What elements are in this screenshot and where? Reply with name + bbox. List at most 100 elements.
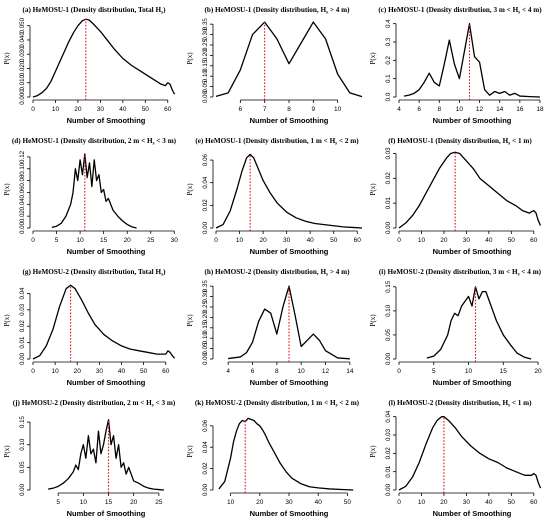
x-tick-label: 14 [496,106,504,113]
x-tick-label: 6 [239,106,243,113]
y-tick-label: 0.12 [19,150,26,163]
chart-svg: (j) HeMOSU-2 (Density distribution, 2 m … [3,399,176,518]
y-tick-label: 0.0 [385,92,392,101]
x-tick-label: 50 [508,237,516,244]
x-tick-label: 10 [80,499,88,506]
x-tick-label: 30 [285,499,293,506]
chart-panel-0: (a) HeMOSU-1 (Density distribution, Tota… [3,0,185,131]
y-tick-label: 0.00 [202,352,209,365]
y-tick-label: 0.06 [202,419,209,432]
x-tick-label: 0 [214,237,218,244]
y-tick-label: 0.02 [385,447,392,460]
x-tick-label: 0 [31,368,35,375]
chart-title: (e) HeMOSU-1 (Density distribution, 1 m … [195,137,359,147]
x-tick-label: 60 [164,106,172,113]
y-tick-label: 0.01 [385,465,392,478]
chart-title: (i) HeMOSU-2 (Density distribution, 3 m … [379,268,542,278]
density-curve [47,419,164,491]
x-tick-label: 60 [530,237,538,244]
x-tick-label: 12 [322,368,330,375]
x-tick-label: 8 [437,106,441,113]
x-tick-label: 10 [227,499,235,506]
x-tick-label: 60 [162,368,170,375]
x-tick-label: 20 [259,237,267,244]
chart-svg: (h) HeMOSU-2 (Density distribution, Hs >… [186,268,354,387]
y-tick-label: 0.00 [19,221,26,234]
chart-panel-3: (d) HeMOSU-1 (Density distribution, 2 m … [3,131,185,262]
y-tick-label: 0.35 [202,18,209,31]
y-tick-label: 0.2 [385,55,392,64]
y-tick-label: 0.3 [385,37,392,46]
x-axis-label: Number of Smoothing [433,378,512,387]
x-tick-label: 0 [31,106,35,113]
chart-panel-8: (i) HeMOSU-2 (Density distribution, 3 m … [369,262,550,393]
y-axis-label: P(x) [3,52,11,65]
x-tick-label: 50 [330,237,338,244]
x-tick-label: 6 [251,368,255,375]
x-tick-label: 10 [236,237,244,244]
x-tick-label: 0 [31,237,35,244]
chart-svg: (l) HeMOSU-2 (Density distribution, Hs <… [369,399,542,518]
y-axis-label: P(x) [369,52,377,65]
x-tick-label: 10 [298,368,306,375]
density-curve [215,153,363,229]
chart-panel-1: (b) HeMOSU-1 (Density distribution, Hs >… [186,0,368,131]
chart-panel-5: (f) HeMOSU-1 (Density distribution, Hs <… [369,131,550,262]
x-tick-label: 10 [52,368,60,375]
x-tick-label: 30 [97,106,105,113]
chart-panel-9: (j) HeMOSU-2 (Density distribution, 2 m … [3,393,185,524]
x-axis-label: Number of Smoothing [250,509,329,518]
density-curve [426,286,532,360]
x-tick-label: 5 [55,237,59,244]
y-tick-label: 0.050 [19,17,26,33]
chart-title: (b) HeMOSU-1 (Density distribution, Hs >… [204,6,350,16]
y-tick-label: 0.05 [19,461,26,474]
x-axis-label: Number of Smoothing [67,116,146,125]
y-tick-label: 0.25 [202,38,209,51]
x-tick-label: 40 [315,499,323,506]
chart-title: (j) HeMOSU-2 (Density distribution, 2 m … [13,399,176,409]
chart-title: (c) HeMOSU-1 (Density distribution, 3 m … [378,6,542,16]
x-axis-label: Number of Smoothing [67,247,146,256]
x-tick-label: 40 [118,368,126,375]
y-tick-label: 0.02 [19,210,26,223]
x-tick-label: 20 [440,237,448,244]
density-curve [228,285,350,360]
y-tick-label: 0.00 [385,221,392,234]
x-tick-label: 50 [142,106,150,113]
x-tick-label: 20 [534,368,542,375]
density-curve [32,18,176,98]
x-axis-label: Number of Smoothing [67,378,146,387]
y-tick-label: 0.020 [19,60,26,76]
y-tick-label: 0.20 [202,49,209,62]
y-tick-label: 0.06 [19,186,26,199]
y-tick-label: 0.10 [202,332,209,345]
y-tick-label: 0.03 [385,147,392,160]
x-axis-label: Number of Smoothing [250,378,329,387]
y-tick-label: 0.30 [202,290,209,303]
x-axis-label: Number of Smoothing [250,116,329,125]
y-tick-label: 0.02 [202,199,209,212]
x-tick-label: 0 [397,237,401,244]
chart-svg: (e) HeMOSU-1 (Density distribution, 1 m … [186,137,363,256]
y-axis-label: P(x) [369,314,377,327]
chart-title: (a) HeMOSU-1 (Density distribution, Tota… [22,6,166,16]
density-curve [403,23,540,98]
x-tick-label: 10 [334,106,342,113]
x-tick-label: 8 [275,368,279,375]
x-axis-label: Number of Smoothing [250,247,329,256]
x-tick-label: 8 [287,106,291,113]
y-tick-label: 0.10 [19,162,26,175]
y-tick-label: 0.000 [19,89,26,105]
x-tick-label: 15 [105,499,113,506]
chart-title: (l) HeMOSU-2 (Density distribution, Hs <… [388,399,532,409]
y-tick-label: 0.03 [385,428,392,441]
y-axis-label: P(x) [186,183,194,196]
y-tick-label: 0.02 [19,320,26,333]
chart-panel-10: (k) HeMOSU-2 (Density distribution, 1 m … [186,393,368,524]
chart-panel-6: (g) HeMOSU-2 (Density distribution, Tota… [3,262,185,393]
y-tick-label: 0.05 [202,342,209,355]
x-tick-label: 50 [344,499,352,506]
y-tick-label: 0.10 [385,304,392,317]
x-tick-label: 20 [130,499,138,506]
